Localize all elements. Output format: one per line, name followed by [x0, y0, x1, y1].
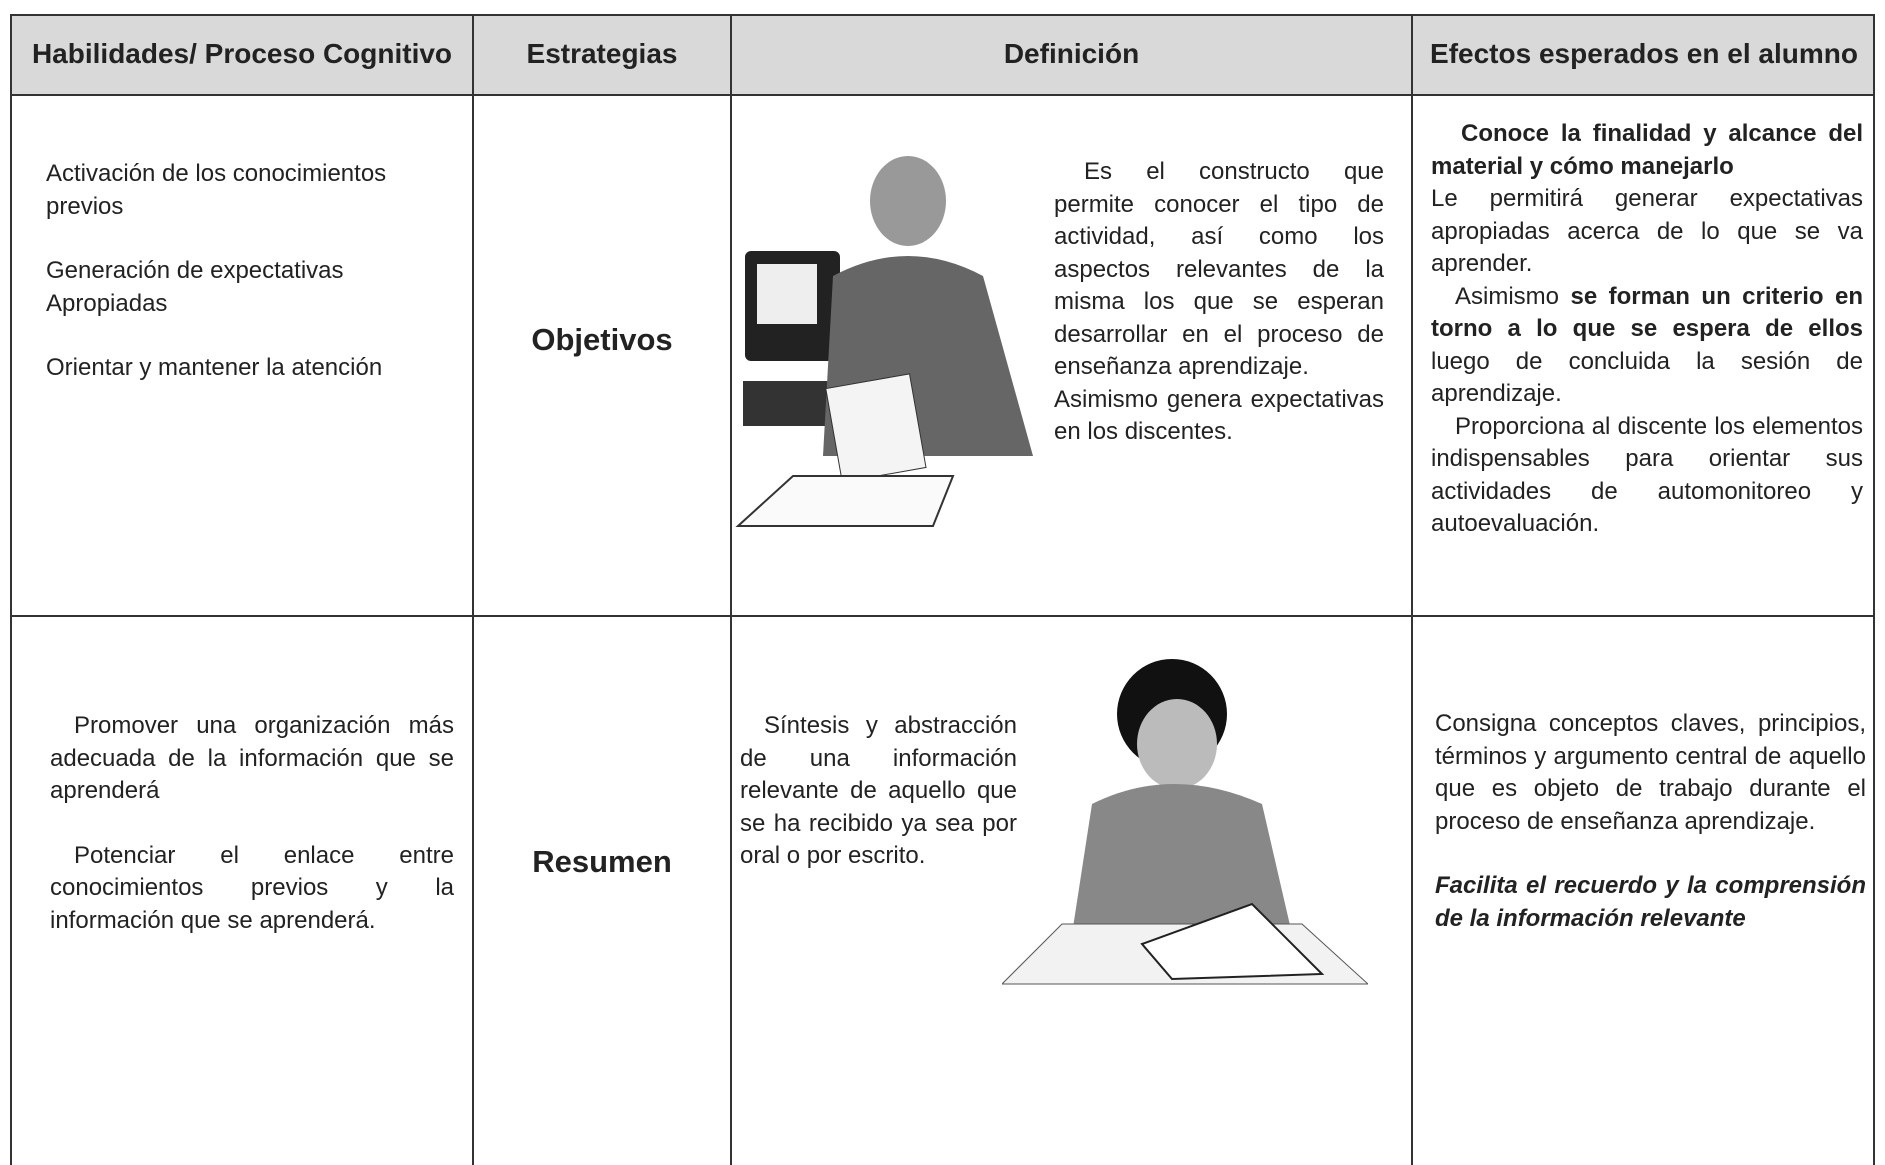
emphasis: Facilita el recuerdo y la comprensión de… [1435, 872, 1866, 932]
paragraph: Asimismo se forman un criterio en torno … [1431, 281, 1863, 411]
strategy: Objetivos [531, 322, 673, 357]
bold-text: se forman un criterio en torno a lo que … [1431, 282, 1863, 343]
rule [730, 14, 732, 1165]
text: luego de concluida la sesión de aprendiz… [1431, 347, 1863, 408]
effects: Conoce la finalidad y alcance del materi… [1431, 118, 1863, 541]
paragraph: Es el constructo que permite conocer el … [1054, 158, 1384, 380]
header-cell: Habilidades/ Proceso Cognitivo [31, 38, 453, 69]
paragraph: Síntesis y abstracción de una informació… [740, 712, 1017, 869]
header-bg [10, 14, 1875, 94]
rule [10, 14, 1875, 16]
strategy: Resumen [532, 844, 672, 879]
effects: Consigna conceptos claves, principios, t… [1435, 708, 1866, 935]
definition: Síntesis y abstracción de una informació… [740, 710, 1017, 873]
header-cell: Definición [1003, 38, 1140, 69]
skill: Orientar y mantener la atención [46, 354, 383, 381]
paragraph: Asimismo genera expectativas en los disc… [1054, 385, 1384, 446]
rule [10, 615, 1875, 617]
illustration [735, 156, 1033, 527]
definition: Es el constructo que permite conocer el … [1054, 156, 1384, 449]
rule [472, 14, 474, 1165]
rule [10, 14, 12, 1165]
skill: Activación de los conocimientos previos [46, 160, 387, 220]
header-cell: Estrategias [526, 38, 678, 69]
paragraph: Le permitirá generar expectativas apropi… [1431, 185, 1863, 277]
rule [1873, 14, 1875, 1165]
paragraph: Proporciona al discente los elementos in… [1431, 412, 1863, 538]
skill: Promover una organización más adecuada d… [50, 712, 454, 804]
paragraph: Consigna conceptos claves, principios, t… [1435, 710, 1866, 835]
rule [1411, 14, 1413, 1165]
skills: Activación de los conocimientos previos … [46, 158, 460, 417]
lead: Conoce la finalidad y alcance del materi… [1431, 120, 1863, 180]
text: Asimismo [1455, 282, 1560, 310]
skill: Potenciar el enlace entre conocimientos … [50, 841, 454, 934]
illustration [1002, 659, 1368, 985]
header-cell: Efectos esperados en el alumno [1430, 38, 1858, 69]
skill: Generación de expectativas Apropiadas [46, 257, 344, 317]
skills: Promover una organización más adecuada d… [50, 710, 454, 969]
rule [10, 94, 1875, 96]
